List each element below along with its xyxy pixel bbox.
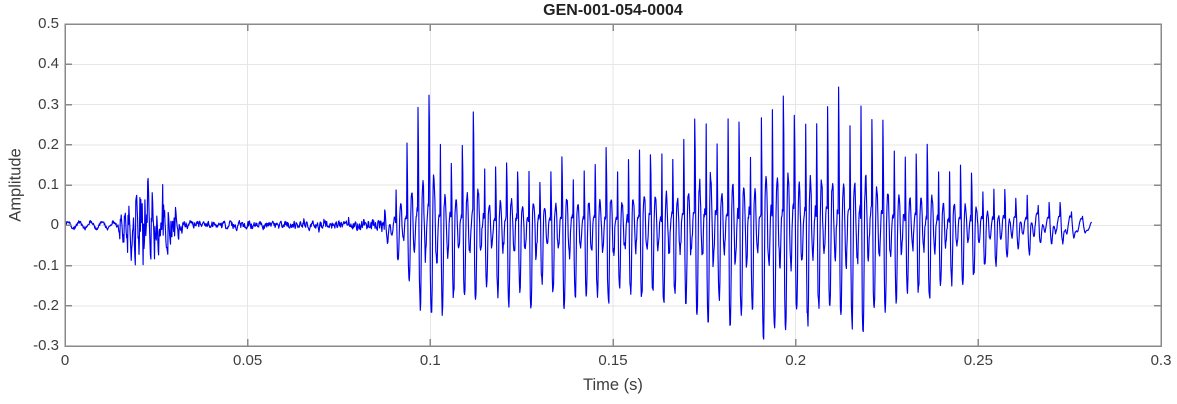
y-tick-label: 0.2	[38, 135, 59, 153]
y-tick-label: -0.1	[33, 256, 59, 274]
y-tick-label: 0.5	[38, 15, 59, 32]
x-tick-label: 0.1	[419, 352, 441, 369]
waveform-line	[64, 86, 1093, 340]
x-axis-label: Time (s)	[583, 376, 643, 394]
y-tick-label: -0.2	[33, 296, 59, 314]
y-tick-label: 0.4	[38, 55, 59, 73]
y-tick-label: 0.1	[38, 176, 59, 193]
y-tick-label: -0.3	[33, 337, 59, 354]
x-tick-label: 0.3	[1150, 352, 1172, 369]
y-tick-label: 0	[50, 216, 59, 234]
chart-title: GEN-001-054-0004	[543, 2, 683, 19]
x-tick-label: 0.25	[963, 352, 993, 369]
x-tick-label: 0	[60, 352, 70, 369]
x-tick-label: 0.15	[598, 352, 628, 369]
x-tick-label: 0.2	[785, 352, 807, 369]
x-tick-label: 0.05	[233, 352, 263, 369]
y-tick-label: 0.3	[38, 95, 59, 113]
